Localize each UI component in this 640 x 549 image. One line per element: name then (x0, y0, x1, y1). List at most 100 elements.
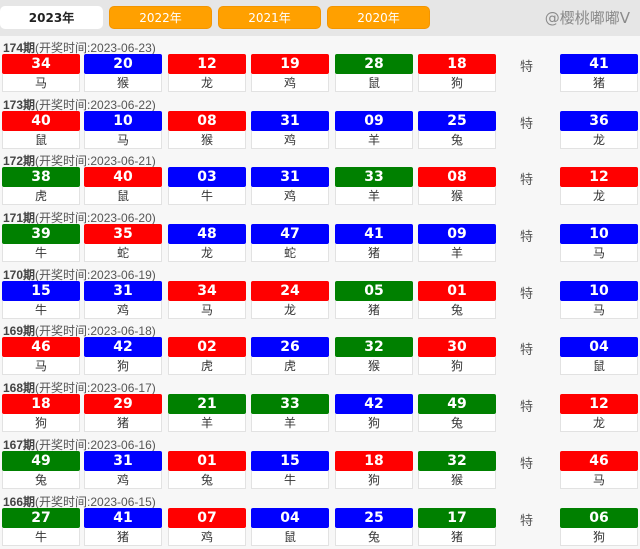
ball-cell: 32 猴 (335, 337, 413, 376)
zodiac-label: 羊 (335, 187, 413, 206)
special-label: 特 (520, 116, 534, 132)
ball-cell: 12 龙 (560, 394, 638, 433)
zodiac-label: 虎 (168, 357, 246, 376)
zodiac-label: 兔 (2, 470, 80, 489)
ball-cell: 15 牛 (2, 280, 80, 319)
zodiac-label: 虎 (2, 187, 80, 206)
ball-cell: 10 马 (560, 280, 638, 319)
ball-cell: 34 马 (168, 280, 246, 319)
zodiac-label: 狗 (418, 357, 496, 376)
draw-title: 170期(开奖时间:2023-06-19) (3, 266, 156, 283)
ball-cell: 06 狗 (560, 507, 638, 546)
ball-number: 36 (560, 110, 638, 131)
ball-cell: 02 虎 (168, 337, 246, 376)
issue-number: 171期 (3, 211, 36, 226)
zodiac-label: 猴 (168, 130, 246, 149)
zodiac-label: 猪 (560, 74, 638, 92)
ball-number: 32 (418, 450, 496, 471)
ball-cell: 05 猪 (335, 280, 413, 319)
ball-cell: 26 虎 (251, 337, 329, 376)
ball-number: 10 (84, 110, 162, 131)
special-label: 特 (520, 400, 534, 416)
ball-cell: 25 兔 (335, 507, 413, 546)
zodiac-label: 牛 (2, 300, 80, 319)
ball-cell: 41 猪 (84, 507, 162, 546)
zodiac-label: 鼠 (251, 527, 329, 546)
zodiac-label: 鼠 (84, 187, 162, 206)
draw-row: 168期(开奖时间:2023-06-17) 18 狗 29 猪 21 羊 33 羊 42 狗 49 兔特… (0, 376, 640, 433)
draw-row: 167期(开奖时间:2023-06-16) 49 兔 31 鸡 01 兔 15 牛 18 狗 32 猴特… (0, 433, 640, 490)
ball-cell: 42 狗 (335, 394, 413, 433)
draw-list: 174期(开奖时间:2023-06-23) 34 马 20 猴 12 龙 19 鸡 28 鼠 18 狗特… (0, 36, 640, 546)
zodiac-label: 马 (560, 470, 638, 489)
ball-cell: 46 马 (560, 450, 638, 489)
ball-number: 15 (2, 280, 80, 301)
ball-cell: 09 羊 (335, 110, 413, 149)
ball-cell: 21 羊 (168, 394, 246, 433)
ball-cell: 32 猴 (418, 450, 496, 489)
ball-number: 48 (168, 224, 246, 245)
ball-cell: 30 狗 (418, 337, 496, 376)
zodiac-label: 猪 (84, 527, 162, 546)
tab-year-2022[interactable]: 2022年 (109, 6, 212, 29)
draw-date: (开奖时间:2023-06-16) (35, 437, 156, 452)
zodiac-label: 鸡 (168, 527, 246, 546)
draw-title: 167期(开奖时间:2023-06-16) (3, 436, 156, 453)
zodiac-label: 猴 (335, 357, 413, 376)
zodiac-label: 兔 (418, 414, 496, 433)
ball-cell: 18 狗 (418, 54, 496, 92)
ball-number: 02 (168, 337, 246, 358)
zodiac-label: 兔 (418, 300, 496, 319)
ball-cell: 24 龙 (251, 280, 329, 319)
tab-year-2023[interactable]: 2023年 (0, 6, 103, 29)
ball-number: 08 (418, 167, 496, 188)
ball-number: 18 (418, 54, 496, 74)
ball-number: 01 (418, 280, 496, 301)
draw-title: 174期(开奖时间:2023-06-23) (3, 39, 156, 56)
ball-number: 04 (251, 507, 329, 528)
ball-cell: 04 鼠 (560, 337, 638, 376)
zodiac-label: 狗 (2, 414, 80, 433)
ball-cell: 49 兔 (2, 450, 80, 489)
zodiac-label: 羊 (168, 414, 246, 433)
zodiac-label: 猴 (84, 74, 162, 92)
ball-number: 40 (2, 110, 80, 131)
zodiac-label: 蛇 (84, 244, 162, 263)
ball-cell: 38 虎 (2, 167, 80, 206)
ball-number: 10 (560, 224, 638, 245)
draw-row: 166期(开奖时间:2023-06-15) 27 牛 41 猪 07 鸡 04 鼠 25 兔 17 猪特… (0, 490, 640, 547)
zodiac-label: 龙 (560, 130, 638, 149)
zodiac-label: 猴 (418, 470, 496, 489)
ball-number: 29 (84, 394, 162, 415)
ball-cell: 42 狗 (84, 337, 162, 376)
tab-year-2020[interactable]: 2020年 (327, 6, 430, 29)
ball-cell: 28 鼠 (335, 54, 413, 92)
tab-year-2021[interactable]: 2021年 (218, 6, 321, 29)
ball-number: 18 (2, 394, 80, 415)
ball-cell: 08 猴 (168, 110, 246, 149)
ball-cell: 12 龙 (560, 167, 638, 206)
ball-cell: 46 马 (2, 337, 80, 376)
zodiac-label: 狗 (560, 527, 638, 546)
zodiac-label: 狗 (84, 357, 162, 376)
ball-number: 40 (84, 167, 162, 188)
draw-row: 174期(开奖时间:2023-06-23) 34 马 20 猴 12 龙 19 鸡 28 鼠 18 狗特… (0, 36, 640, 93)
ball-cell: 01 兔 (168, 450, 246, 489)
zodiac-label: 鸡 (251, 187, 329, 206)
zodiac-label: 狗 (335, 470, 413, 489)
ball-number: 46 (2, 337, 80, 358)
ball-cell: 07 鸡 (168, 507, 246, 546)
zodiac-label: 蛇 (251, 244, 329, 263)
ball-cell: 17 猪 (418, 507, 496, 546)
ball-number: 24 (251, 280, 329, 301)
ball-cell: 25 兔 (418, 110, 496, 149)
issue-number: 172期 (3, 154, 36, 169)
draw-row: 172期(开奖时间:2023-06-21) 38 虎 40 鼠 03 牛 31 鸡 33 羊 08 猴特… (0, 149, 640, 206)
ball-number: 31 (84, 280, 162, 301)
ball-number: 49 (418, 394, 496, 415)
draw-date: (开奖时间:2023-06-22) (35, 97, 156, 112)
ball-number: 01 (168, 450, 246, 471)
zodiac-label: 猪 (418, 527, 496, 546)
ball-number: 30 (418, 337, 496, 358)
draw-date: (开奖时间:2023-06-23) (35, 41, 156, 55)
